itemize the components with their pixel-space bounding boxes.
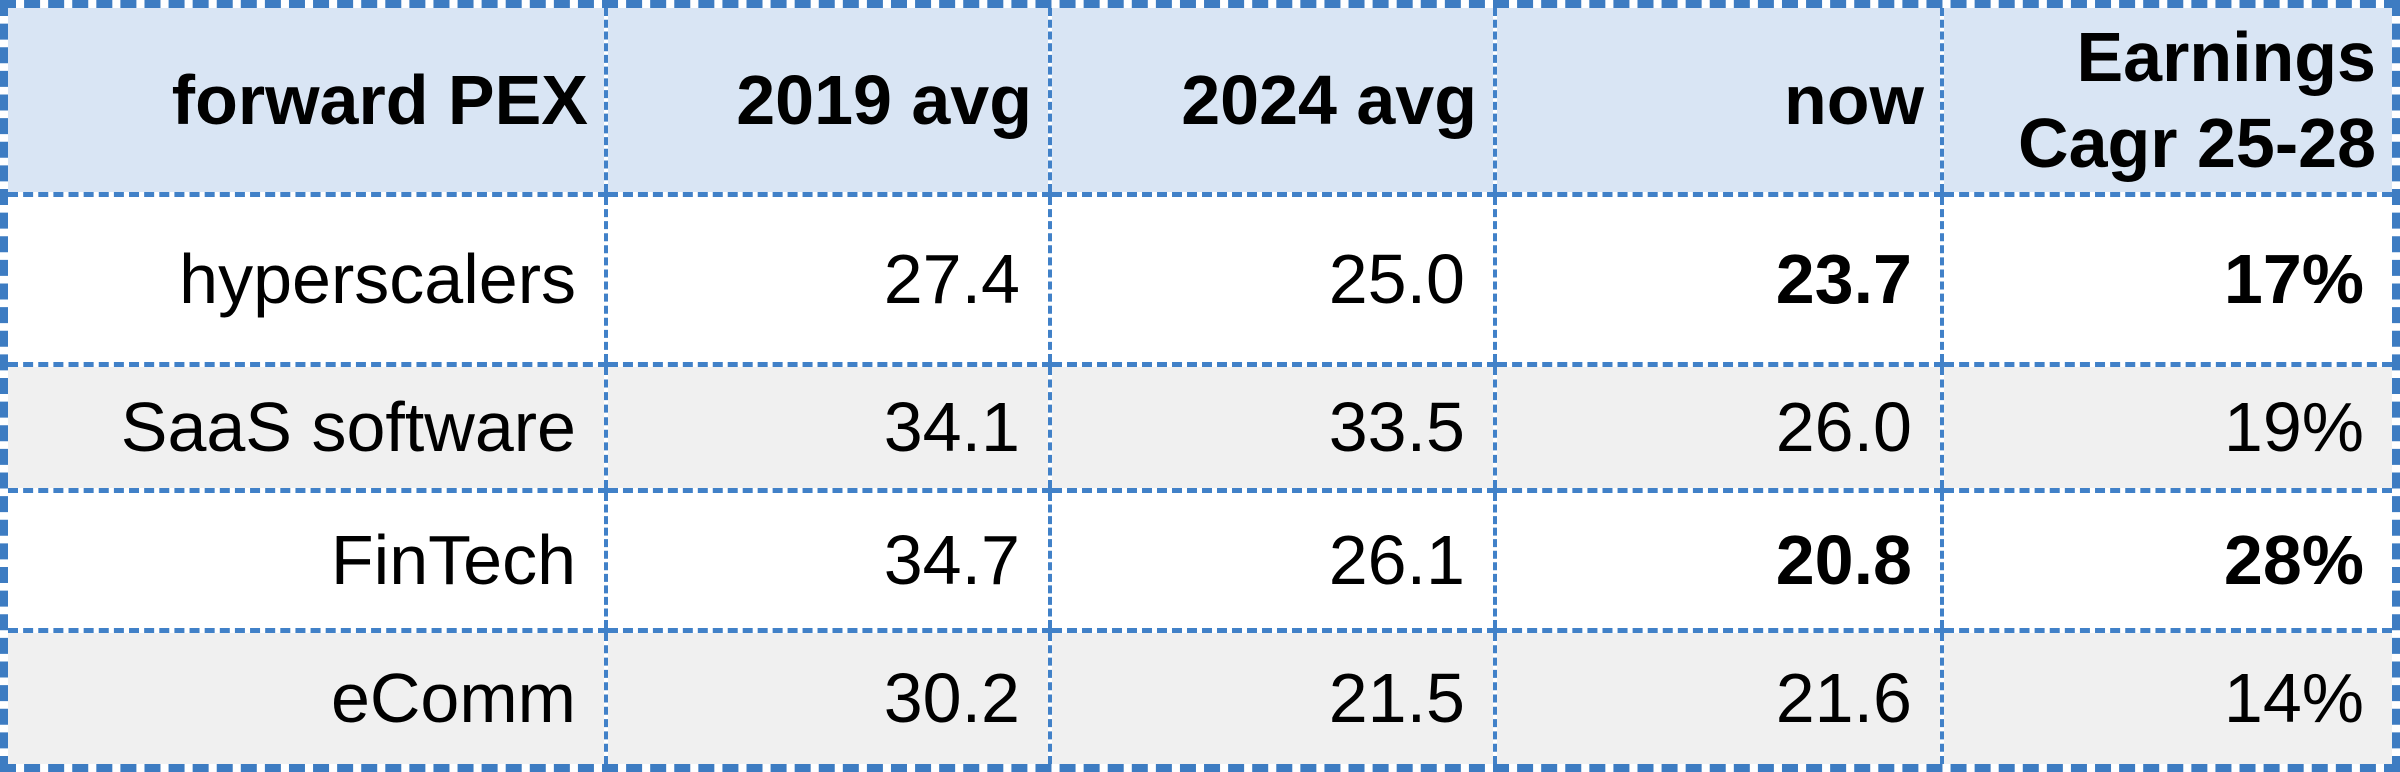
cell-2024-avg: 25.0: [1048, 191, 1497, 367]
cell-2024-avg: 33.5: [1048, 361, 1497, 493]
row-label: SaaS software: [8, 361, 608, 493]
cell-earnings-cagr: 17%: [1940, 191, 2392, 367]
cell-earnings-cagr: 19%: [1940, 361, 2392, 493]
cell-2019-avg: 34.7: [604, 487, 1052, 633]
table-row-hyperscalers: hyperscalers 27.4 25.0 23.7 17%: [8, 191, 2392, 367]
table-row-saas-software: SaaS software 34.1 33.5 26.0 19%: [8, 361, 2392, 493]
cell-2019-avg: 27.4: [604, 191, 1052, 367]
header-earnings-line2: Cagr 25-28: [2018, 103, 2376, 182]
cell-now: 23.7: [1493, 191, 1944, 367]
header-forward-pex: forward PEX: [8, 8, 608, 197]
header-now: now: [1493, 8, 1944, 197]
cell-now: 21.6: [1493, 627, 1944, 764]
cell-earnings-cagr: 28%: [1940, 487, 2392, 633]
cell-2024-avg: 26.1: [1048, 487, 1497, 633]
cell-2019-avg: 30.2: [604, 627, 1052, 764]
table-row-ecomm: eComm 30.2 21.5 21.6 14%: [8, 627, 2392, 764]
forward-pex-table: forward PEX 2019 avg 2024 avg now Earnin…: [8, 8, 2392, 764]
cell-earnings-cagr: 14%: [1940, 627, 2392, 764]
row-label: FinTech: [8, 487, 608, 633]
cell-now: 20.8: [1493, 487, 1944, 633]
row-label: eComm: [8, 627, 608, 764]
cell-2019-avg: 34.1: [604, 361, 1052, 493]
row-label: hyperscalers: [8, 191, 608, 367]
table-row-fintech: FinTech 34.7 26.1 20.8 28%: [8, 487, 2392, 633]
header-2019-avg: 2019 avg: [604, 8, 1052, 197]
cell-now: 26.0: [1493, 361, 1944, 493]
header-2024-avg: 2024 avg: [1048, 8, 1497, 197]
cell-2024-avg: 21.5: [1048, 627, 1497, 764]
header-row: forward PEX 2019 avg 2024 avg now Earnin…: [8, 8, 2392, 197]
header-earnings-line1: Earnings: [2076, 17, 2376, 96]
header-earnings-cagr: Earnings Cagr 25-28: [1940, 8, 2392, 197]
